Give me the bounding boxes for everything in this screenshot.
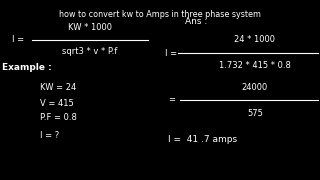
Text: Ans :: Ans :	[185, 17, 207, 26]
Text: 24000: 24000	[242, 84, 268, 93]
Text: 24 * 1000: 24 * 1000	[235, 35, 276, 44]
Text: 575: 575	[247, 109, 263, 118]
Text: how to convert kw to Amps in three phase system: how to convert kw to Amps in three phase…	[59, 10, 261, 19]
Text: KW * 1000: KW * 1000	[68, 24, 112, 33]
Text: I =  41 .7 amps: I = 41 .7 amps	[168, 136, 237, 145]
Text: P.F = 0.8: P.F = 0.8	[40, 114, 77, 123]
Text: V = 415: V = 415	[40, 98, 74, 107]
Text: Example :: Example :	[2, 64, 52, 73]
Text: =: =	[168, 96, 175, 105]
Text: sqrt3 * v * P.f: sqrt3 * v * P.f	[62, 48, 118, 57]
Text: 1.732 * 415 * 0.8: 1.732 * 415 * 0.8	[219, 60, 291, 69]
Text: I = ?: I = ?	[40, 132, 59, 141]
Text: I =: I =	[165, 48, 177, 57]
Text: I =: I =	[12, 35, 24, 44]
Text: KW = 24: KW = 24	[40, 84, 76, 93]
